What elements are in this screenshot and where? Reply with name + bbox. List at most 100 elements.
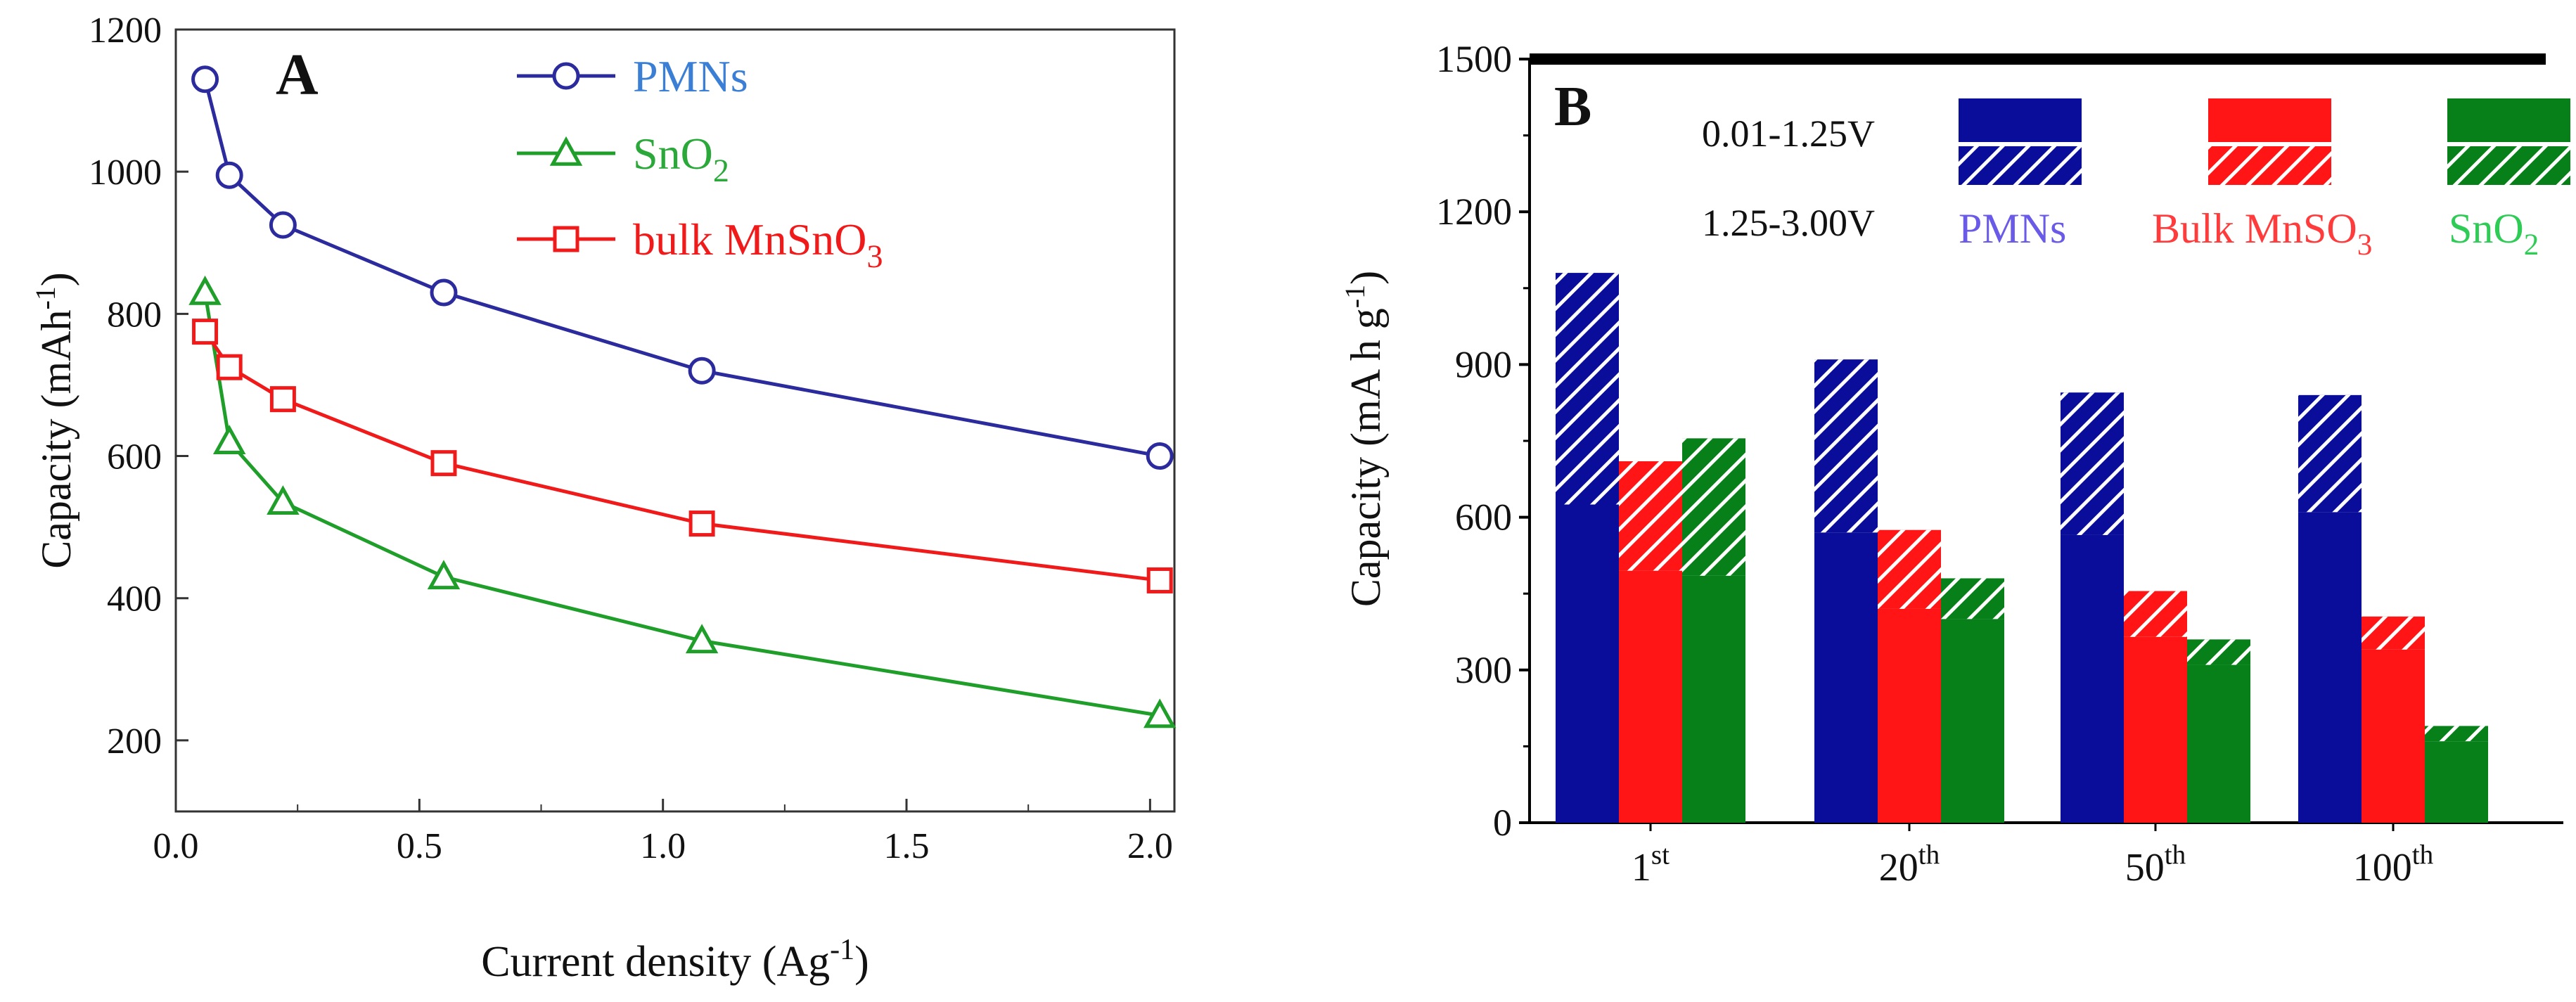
y-tick-label: 600 — [1455, 496, 1512, 539]
bar-solid — [1556, 504, 1619, 823]
data-point — [430, 278, 458, 307]
x-tick-label: 20th — [1879, 840, 1940, 889]
data-point — [688, 510, 715, 537]
series-1 — [188, 275, 1177, 728]
bar-hatched — [1878, 529, 1941, 609]
legend-series-label: SnO2 — [2449, 205, 2539, 262]
legend-label: bulk MnSnO3 — [633, 214, 883, 274]
bar-hatched — [2298, 394, 2362, 513]
bar-group — [1814, 359, 2004, 823]
bar-solid — [1941, 619, 2004, 823]
legend-label-sub: 3 — [867, 238, 883, 274]
legend-marker — [549, 136, 583, 166]
panel-a-y-axis-label: Capacity (mAh-1) — [30, 272, 79, 569]
legend-swatch-solid — [1959, 98, 2082, 142]
bar-hatched — [2362, 616, 2425, 650]
bar-hatched — [1814, 359, 1878, 533]
x-tick-label-main: 20 — [1879, 846, 1918, 889]
bar-solid — [1878, 608, 1941, 823]
data-point — [192, 319, 219, 345]
x-tick-label-main: 100 — [2353, 846, 2412, 889]
panel-a-label: A — [276, 42, 319, 108]
legend-label: SnO2 — [633, 129, 729, 188]
y-tick-label: 900 — [1455, 343, 1512, 385]
data-point — [685, 624, 719, 654]
panel-b-x-axis: 1st 20th 50th 100th — [1632, 823, 2434, 889]
data-point — [269, 211, 297, 239]
panel-b-bars-group — [1556, 273, 2488, 823]
panel-b-y-axis-label: Capacity (mA h g-1) — [1339, 271, 1389, 607]
panel-a-x-axis-label: Current density (Ag-1) — [481, 934, 869, 986]
bar-hatched — [2061, 392, 2124, 535]
data-point — [1143, 698, 1177, 728]
x-tick-label: 1.0 — [640, 826, 686, 866]
legend-series-label-main: SnO — [2449, 205, 2524, 252]
x-tick-label: 0.5 — [397, 826, 442, 866]
legend-series-label-sub: 2 — [2524, 229, 2539, 262]
legend-swatch-hatched — [1959, 146, 2082, 185]
y-tick-label: 1200 — [1436, 191, 1512, 233]
legend-marker — [553, 226, 579, 252]
bar-hatched — [2187, 639, 2250, 665]
y-tick-label: 800 — [107, 295, 162, 335]
data-point — [188, 275, 222, 305]
series-line — [203, 330, 1160, 582]
panel-b-y-axis: 0 300 600 900 1200 1500 — [1436, 38, 1530, 844]
legend-hatched-label: 1.25-3.00V — [1702, 202, 1875, 244]
x-tick-label: 100th — [2353, 840, 2434, 889]
data-point — [688, 357, 716, 385]
x-tick-label: 2.0 — [1127, 826, 1173, 866]
legend-series-label-main: Bulk MnSO — [2152, 205, 2357, 252]
legend-label-main: bulk MnSnO — [633, 214, 867, 264]
data-point — [1146, 442, 1174, 470]
y-tick-label: 300 — [1455, 649, 1512, 691]
legend-marker — [552, 62, 580, 90]
bar-group — [1556, 273, 1745, 823]
x-tick-label: 1st — [1632, 840, 1670, 889]
legend-swatch-solid — [2208, 98, 2331, 142]
bar-solid — [2298, 512, 2362, 823]
x-tick-label-sup: th — [2165, 840, 2186, 870]
bar-group — [2061, 392, 2250, 823]
bar-hatched — [1619, 461, 1682, 571]
y-tick-label: 0 — [1493, 802, 1512, 844]
data-point — [212, 425, 246, 455]
legend-series-label: PMNs — [1959, 205, 2066, 252]
y-tick-label: 1500 — [1436, 38, 1512, 80]
panel-a-x-axis: 0.0 0.5 1.0 1.5 2.0 — [153, 799, 1173, 866]
series-line — [203, 79, 1160, 458]
bar-solid — [2425, 741, 2488, 823]
y-tick-label: 600 — [107, 437, 162, 477]
bar-hatched — [2124, 591, 2187, 637]
x-tick-label: 0.0 — [153, 826, 199, 866]
panel-a-series-group — [188, 65, 1177, 728]
series-2 — [192, 319, 1173, 593]
legend-label: PMNs — [633, 51, 748, 101]
legend-label-main: SnO — [633, 129, 713, 179]
legend-label-main: PMNs — [633, 51, 748, 101]
legend-solid-label: 0.01-1.25V — [1702, 113, 1875, 155]
panel-a-line-chart: A 200 400 600 800 1000 1200 0.0 0.5 1.0 1.5 2.0 P… — [30, 11, 1177, 986]
bar-hatched — [1556, 273, 1619, 505]
x-tick-label: 50th — [2125, 840, 2186, 889]
bar-hatched — [1682, 438, 1745, 576]
bar-solid — [2124, 636, 2187, 823]
bar-solid — [2362, 649, 2425, 823]
panel-a-legend: PMNs SnO2 bulk MnSnO3 — [517, 51, 883, 274]
data-point — [216, 354, 243, 380]
legend-swatch-hatched — [2447, 146, 2570, 185]
x-tick-label: 1.5 — [884, 826, 930, 866]
x-tick-label-sup: st — [1651, 840, 1670, 870]
x-tick-label-main: 50 — [2125, 846, 2165, 889]
bar-hatched — [2425, 726, 2488, 742]
x-tick-label-sup: th — [2412, 840, 2434, 870]
y-tick-label: 400 — [107, 579, 162, 619]
data-point — [1146, 567, 1173, 593]
bar-hatched — [1941, 578, 2004, 619]
series-line — [203, 292, 1160, 717]
data-point — [269, 386, 296, 413]
legend-label-sub: 2 — [713, 153, 729, 188]
panel-b-label: B — [1554, 76, 1591, 138]
